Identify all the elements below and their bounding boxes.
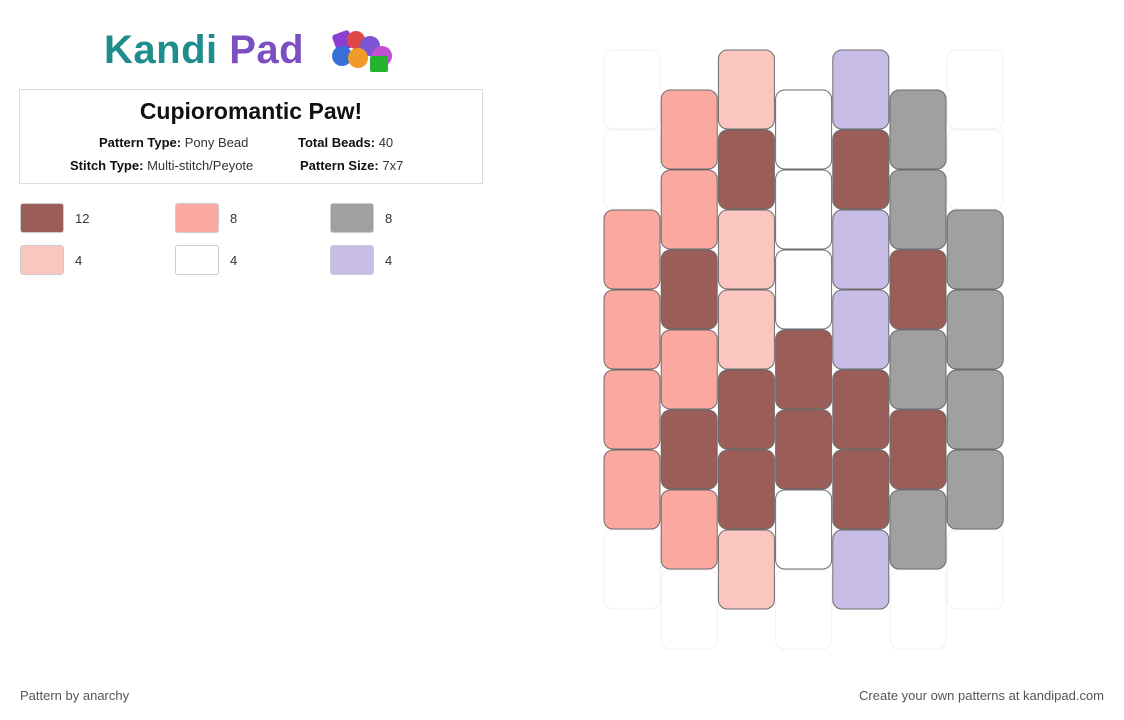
stitch-type-row: Stitch Type: Multi-stitch/Peyote [70, 158, 253, 173]
pattern-credit: Pattern by anarchy [20, 688, 130, 703]
bead-salmon [603, 449, 661, 530]
legend-count: 4 [385, 253, 393, 268]
bead-white [775, 249, 833, 330]
bead-lavender [832, 209, 890, 290]
pattern-type-row: Pattern Type: Pony Bead [99, 135, 248, 150]
bead-gray [889, 329, 947, 410]
stitch-type-value: Multi-stitch/Peyote [147, 158, 254, 173]
bead-brown [832, 449, 890, 530]
bead-gray [889, 89, 947, 170]
bead-white [775, 89, 833, 170]
empty-bead-slot [660, 569, 718, 650]
total-beads-label: Total Beads: [298, 135, 376, 150]
empty-bead-slot [946, 529, 1004, 610]
bead-brown [889, 249, 947, 330]
pattern-type-label: Pattern Type: [99, 135, 182, 150]
legend-count: 4 [230, 253, 238, 268]
bead-brown [717, 369, 775, 450]
empty-bead-slot [946, 49, 1004, 130]
bead-salmon [660, 329, 718, 410]
bead-brown [775, 329, 833, 410]
empty-bead-slot [889, 569, 947, 650]
legend-swatch [330, 203, 374, 233]
bead-salmon [603, 289, 661, 370]
pattern-title: Cupioromantic Paw! [139, 98, 363, 124]
kandipad-promo-link[interactable]: Create your own patterns at kandipad.com [859, 688, 1104, 703]
bead-brown [660, 409, 718, 490]
bead-gray [946, 209, 1004, 290]
bead-white [775, 169, 833, 250]
empty-bead-slot [603, 529, 661, 610]
pattern-type-value: Pony Bead [184, 135, 249, 150]
logo-word-kandi: Kandi [104, 28, 218, 72]
bead-gray [946, 289, 1004, 370]
bead-pink [717, 209, 775, 290]
bead-brown [717, 449, 775, 530]
bead-brown [660, 249, 718, 330]
bead-salmon [660, 169, 718, 250]
logo-word-pad: Pad [229, 28, 305, 72]
legend-swatch [175, 203, 219, 233]
stitch-type-label: Stitch Type: [70, 158, 144, 173]
bead-gray [889, 489, 947, 570]
bead-gray [946, 369, 1004, 450]
bead-salmon [603, 369, 661, 450]
bead-lavender [832, 49, 890, 130]
bead-pink [717, 49, 775, 130]
bead-gray [946, 449, 1004, 530]
bead-gray [889, 169, 947, 250]
empty-bead-slot [603, 129, 661, 210]
legend-count: 8 [385, 211, 393, 226]
legend-swatch [20, 203, 64, 233]
bead-brown [775, 409, 833, 490]
bead-brown [832, 369, 890, 450]
total-beads-row: Total Beads: 40 [298, 135, 393, 150]
bead-pink [717, 289, 775, 370]
bead-brown [889, 409, 947, 490]
bead-salmon [603, 209, 661, 290]
bead-lavender [832, 289, 890, 370]
empty-bead-slot [775, 569, 833, 650]
bead-white [775, 489, 833, 570]
bead-brown [717, 129, 775, 210]
legend-swatch [20, 245, 64, 275]
legend-count: 4 [75, 253, 83, 268]
empty-bead-slot [946, 129, 1004, 210]
legend-swatch [330, 245, 374, 275]
bead-lavender [832, 529, 890, 610]
bead-salmon [660, 489, 718, 570]
pattern-info-card: Cupioromantic Paw! Pattern Type: Pony Be… [19, 89, 483, 184]
kandi-pad-logo: Kandi Pad [104, 26, 414, 74]
pattern-size-row: Pattern Size: 7x7 [300, 158, 403, 173]
bead-pile-icon [332, 30, 392, 72]
pattern-size-value: 7x7 [382, 158, 404, 173]
bead-brown [832, 129, 890, 210]
empty-bead-slot [603, 49, 661, 130]
legend-count: 8 [230, 211, 238, 226]
logo-text: Kandi Pad [104, 26, 304, 74]
legend-swatch [175, 245, 219, 275]
total-beads-value: 40 [378, 135, 394, 150]
pattern-size-label: Pattern Size: [300, 158, 379, 173]
bead-pink [717, 529, 775, 610]
bead-salmon [660, 89, 718, 170]
legend-count: 12 [75, 211, 90, 226]
